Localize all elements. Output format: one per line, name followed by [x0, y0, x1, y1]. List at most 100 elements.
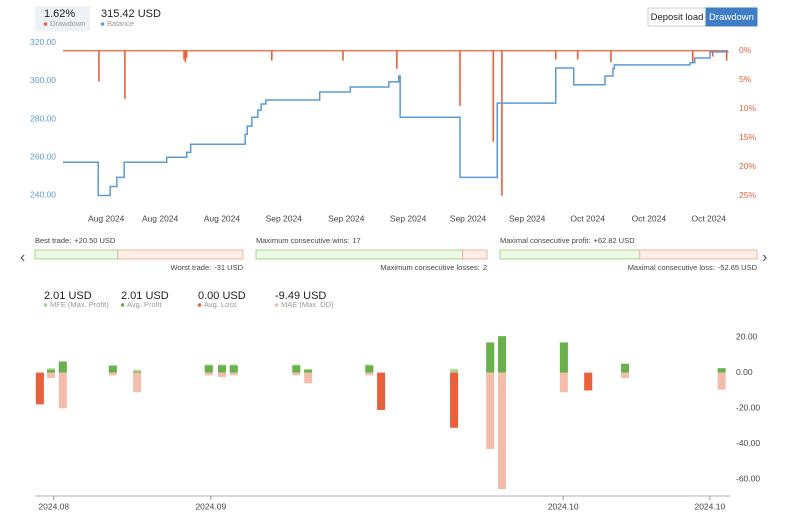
stat-left-value: +20.50 USD: [74, 236, 116, 245]
bar: [292, 372, 301, 376]
summary-value: 2.01 USD: [121, 290, 169, 302]
legend-dot: [43, 303, 48, 307]
legend-dot: [197, 303, 202, 307]
legend-label: Avg. Loss: [204, 300, 237, 309]
bar: [204, 365, 213, 373]
y2-tick-label: 15%: [739, 132, 756, 142]
summary-value: 2.01 USD: [44, 290, 92, 302]
bar: [133, 371, 142, 373]
bar: [584, 372, 593, 391]
bar: [217, 365, 226, 373]
stat-bar-right: [117, 249, 244, 260]
stat-right-label: Maximal consecutive loss:: [628, 263, 715, 272]
x-tick-label: Sep 2024: [509, 213, 546, 223]
y-tick-label: -60.00: [736, 474, 760, 484]
bar: [133, 370, 142, 373]
stat-left: Best trade: +20.50 USD: [35, 236, 116, 245]
legend-dot: [100, 22, 105, 26]
y2-tick-label: 10%: [739, 103, 756, 113]
legend-label: MAE (Max. DD): [281, 300, 334, 309]
bar: [35, 372, 44, 405]
bar: [229, 372, 238, 376]
x-tick-label: Sep 2024: [450, 213, 487, 223]
header-value: 1.62%: [44, 8, 75, 20]
bar: [498, 336, 507, 373]
bar: [304, 370, 313, 373]
stat-right-value: 2: [483, 263, 487, 272]
y-tick-label: 280.00: [30, 113, 56, 123]
stat-right: Maximum consecutive losses: 2: [380, 263, 487, 272]
y2-tick-label: 25%: [739, 190, 756, 200]
y2-tick-label: 0%: [739, 45, 752, 55]
x-tick-label: 2024.08: [38, 501, 69, 511]
next-arrow[interactable]: ›: [762, 249, 767, 266]
y-tick-label: -20.00: [736, 402, 760, 412]
prev-arrow[interactable]: ‹: [20, 249, 25, 266]
bar: [559, 342, 568, 373]
y-tick-label: 260.00: [30, 152, 56, 162]
bar: [204, 372, 213, 376]
tab-button[interactable]: [705, 7, 758, 27]
bar: [450, 372, 459, 428]
y-tick-label: 300.00: [30, 75, 56, 85]
bar: [229, 365, 238, 373]
y-tick-label: 240.00: [30, 190, 56, 200]
bar: [365, 365, 374, 373]
x-tick-label: Sep 2024: [390, 213, 427, 223]
bar: [46, 372, 55, 378]
bar: [450, 369, 459, 373]
stat-right-value: -31 USD: [214, 263, 243, 272]
x-tick-label: Oct 2024: [570, 213, 605, 223]
bar: [621, 372, 630, 378]
stat-left: Maximal consecutive profit: +62.82 USD: [500, 236, 635, 245]
balance-line: [63, 51, 729, 197]
y-tick-label: -40.00: [736, 438, 760, 448]
stat-bar-left: [255, 249, 464, 260]
stat-bar-left: [499, 249, 641, 260]
header-value: 315.42 USD: [101, 8, 161, 20]
x-tick-label: Aug 2024: [204, 213, 241, 223]
tab-button-label[interactable]: Deposit load: [651, 12, 704, 23]
bar: [498, 372, 507, 490]
legend-dot: [274, 303, 279, 307]
stat-left-label: Maximal consecutive profit:: [500, 236, 590, 245]
x-tick-label: Sep 2024: [266, 213, 303, 223]
x-tick-label: Aug 2024: [142, 213, 179, 223]
legend-label: Avg. Profit: [127, 300, 162, 309]
y-tick-label: 320.00: [30, 37, 56, 47]
bar: [292, 365, 301, 373]
legend-dot: [43, 22, 48, 26]
stat-right-value: -52.65 USD: [718, 263, 758, 272]
bar: [304, 372, 313, 384]
stat-left-label: Best trade:: [35, 236, 71, 245]
bar: [133, 372, 142, 393]
stat-left-label: Maximum consecutive wins:: [256, 236, 349, 245]
x-tick-label: 2024.10: [548, 501, 579, 511]
stat-bar-right: [639, 249, 758, 260]
bar: [486, 342, 495, 373]
bar: [717, 372, 726, 390]
bar: [58, 372, 67, 409]
bar: [108, 365, 117, 373]
y-tick-label: 0.00: [736, 367, 753, 377]
bar: [46, 370, 55, 373]
y2-tick-label: 5%: [739, 74, 752, 84]
stat-right: Maximal consecutive loss: -52.65 USD: [628, 263, 758, 272]
tab-button-label[interactable]: Drawdown: [709, 12, 754, 23]
summary-value: 0.00 USD: [198, 290, 246, 302]
legend-label: MFE (Max. Profit): [50, 300, 109, 309]
stat-left: Maximum consecutive wins: 17: [256, 236, 361, 245]
legend-dot: [120, 303, 125, 307]
stat-bar-left: [34, 249, 119, 260]
x-tick-label: Oct 2024: [691, 213, 726, 223]
y2-tick-label: 20%: [739, 161, 756, 171]
legend-drawdown: Drawdown: [50, 19, 85, 28]
bar: [559, 372, 568, 393]
stat-right: Worst trade: -31 USD: [171, 263, 244, 272]
bar: [217, 372, 226, 378]
stat-right-label: Maximum consecutive losses:: [380, 263, 480, 272]
bar: [621, 363, 630, 373]
stat-right-label: Worst trade:: [171, 263, 212, 272]
x-tick-label: Sep 2024: [328, 213, 365, 223]
